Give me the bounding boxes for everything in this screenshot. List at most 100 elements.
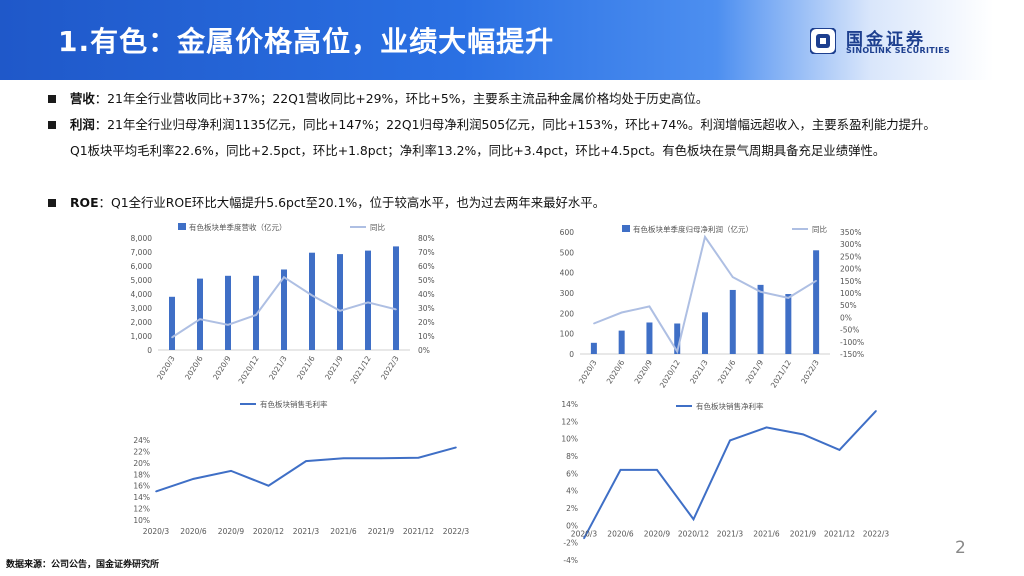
bar — [674, 323, 681, 354]
x-tick-label: 2021/12 — [403, 527, 434, 536]
bar — [393, 246, 399, 350]
x-tick-label: 2020/6 — [607, 529, 634, 538]
x-tick-label: 2021/6 — [716, 358, 738, 385]
line-point — [305, 460, 307, 462]
bar — [169, 296, 175, 350]
y-tick-label: 18% — [133, 470, 150, 479]
series-line — [583, 410, 877, 539]
line-point — [765, 426, 768, 429]
y-tick-label: 10% — [561, 435, 578, 444]
company-logo: 国金证券 SINOLINK SECURITIES — [810, 24, 1010, 58]
y-right-tick-label: 150% — [840, 277, 861, 286]
y-tick-label: 2% — [566, 504, 578, 513]
y-left-tick-label: 300 — [560, 289, 575, 298]
legend-line-label: 同比 — [812, 224, 827, 234]
line-point — [583, 537, 585, 540]
logo-icon — [810, 28, 836, 54]
bar — [281, 269, 287, 350]
line-point — [339, 310, 341, 312]
bar — [337, 254, 343, 350]
x-tick-label: 2020/9 — [218, 527, 245, 536]
bar — [813, 250, 820, 354]
line-point — [787, 297, 790, 299]
line-point — [731, 276, 734, 278]
chart-revenue-svg: 0 1,000 2,000 3,000 4,000 5,000 6,000 7,000 8,00… — [131, 222, 435, 385]
chart-gross-margin-svg: 10% 12% 14% 16% 18% 20% 22% 24% 有色板块销售毛利率 2020/3 2… — [133, 399, 469, 536]
bar — [253, 275, 259, 350]
line-point — [171, 336, 173, 339]
legend-line-label: 同比 — [370, 222, 385, 232]
line-point — [155, 490, 157, 493]
x-tick-label: 2021/3 — [293, 527, 320, 536]
y-right-tick-label: 40% — [418, 290, 435, 299]
line-point — [255, 314, 257, 316]
line-point — [656, 469, 658, 471]
y-left-tick-label: 600 — [560, 228, 575, 237]
y-right-tick-label: 10% — [418, 332, 435, 341]
x-tick-label: 2020/12 — [253, 527, 284, 536]
x-tick-label: 2021/9 — [323, 354, 345, 381]
line-point — [192, 478, 195, 480]
y-right-tick-label: 250% — [840, 252, 861, 261]
y-left-tick-label: 1,000 — [131, 332, 153, 341]
line-point — [619, 469, 622, 471]
x-tick-label: 2021/3 — [688, 358, 710, 385]
line-point — [380, 457, 382, 460]
line-point — [729, 439, 731, 442]
line-point — [455, 446, 457, 449]
x-tick-label: 2021/9 — [790, 529, 817, 538]
chart-net-margin: -4% -2% 0% 2% 4% 6% 8% 10% 12% 14% 有色板块销售净利率 2020/3… — [540, 398, 890, 568]
line-point — [267, 484, 270, 487]
y-right-tick-label: 50% — [840, 301, 857, 310]
line-point — [620, 311, 623, 314]
y-tick-label: 12% — [561, 417, 578, 426]
y-tick-label: 8% — [566, 452, 578, 461]
y-left-tick-label: 8,000 — [131, 234, 153, 243]
legend-bar-label: 有色板块单季度归母净利润（亿元） — [633, 224, 753, 234]
x-tick-label: 2021/12 — [349, 354, 373, 385]
bullet-text: 21年全行业归母净利润1135亿元，同比+147%；22Q1归母净利润505亿元… — [70, 117, 936, 158]
line-point — [759, 290, 762, 293]
y-tick-label: 6% — [566, 469, 578, 478]
x-tick-label: 2021/6 — [295, 354, 317, 381]
bullet-square-icon — [48, 95, 56, 103]
line-point — [311, 294, 313, 297]
x-tick-label: 2020/12 — [678, 529, 709, 538]
chart-revenue: 0 1,000 2,000 3,000 4,000 5,000 6,000 7,000 8,00… — [118, 220, 458, 390]
chart-net-margin-svg: -4% -2% 0% 2% 4% 6% 8% 10% 12% 14% 有色板块销售净利率 2020/3… — [561, 400, 889, 565]
bar — [785, 294, 792, 354]
page-title: 1.有色：金属价格高位，业绩大幅提升 — [58, 25, 555, 58]
line-point — [199, 318, 201, 320]
bar — [365, 250, 371, 350]
y-left-tick-label: 500 — [560, 248, 575, 257]
x-tick-label: 2020/6 — [180, 527, 207, 536]
y-left-tick-label: 5,000 — [131, 276, 153, 285]
line-point — [815, 280, 817, 282]
line-point — [648, 305, 651, 308]
chart-net-profit: 0 100 200 300 400 500 600 -150% -100% -50% 0% 50% 10… — [540, 222, 890, 390]
line-point — [593, 322, 595, 325]
line-point — [283, 276, 285, 278]
legend-bar-label: 有色板块单季度营收（亿元） — [189, 222, 287, 232]
x-tick-label: 2020/3 — [571, 529, 598, 538]
bullet-text: Q1全行业ROE环比大幅提升5.6pct至20.1%，位于较高水平，也为过去两年… — [110, 195, 606, 210]
bar — [646, 322, 653, 354]
bar — [702, 312, 708, 354]
x-tick-label: 2022/3 — [379, 354, 401, 381]
y-right-tick-label: 20% — [418, 318, 435, 327]
y-left-tick-label: 200 — [560, 309, 575, 318]
y-left-tick-label: 2,000 — [131, 318, 153, 327]
x-tick-label: 2020/6 — [605, 358, 627, 385]
y-left-tick-label: 100 — [560, 330, 575, 339]
y-right-tick-label: 0% — [840, 313, 852, 322]
x-tick-label: 2020/12 — [237, 354, 261, 385]
bar — [590, 342, 597, 354]
x-tick-label: 2021/6 — [753, 529, 780, 538]
y-right-tick-label: 30% — [418, 304, 435, 313]
x-tick-label: 2021/9 — [744, 358, 766, 385]
x-tick-label: 2021/12 — [824, 529, 855, 538]
x-tick-label: 2020/12 — [658, 358, 682, 389]
bullet-label: ROE — [70, 195, 99, 210]
logo-text-en: SINOLINK SECURITIES — [846, 46, 951, 55]
y-right-tick-label: 80% — [418, 234, 435, 243]
